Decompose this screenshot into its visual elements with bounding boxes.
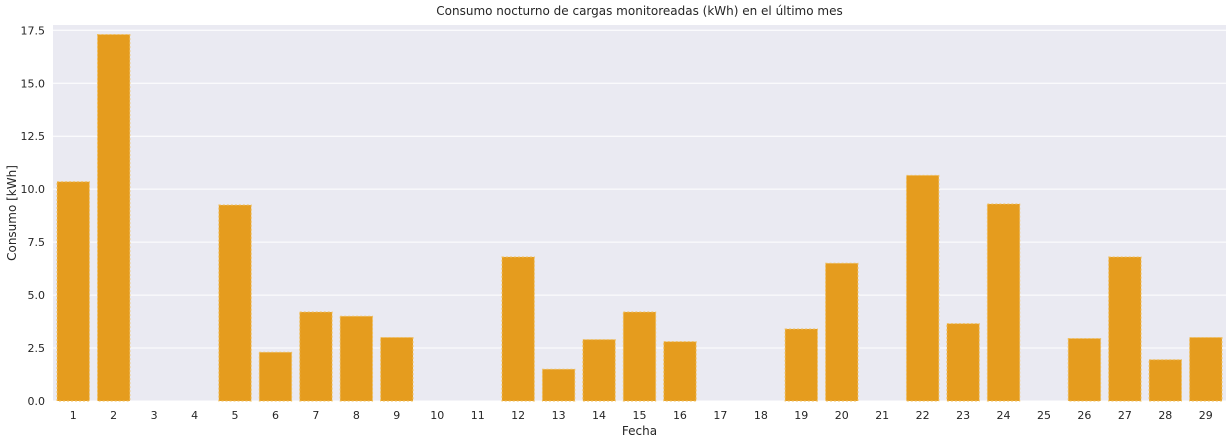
x-tick-label: 26	[1077, 409, 1091, 422]
bar-19	[784, 328, 818, 402]
bar-12	[501, 256, 535, 402]
x-tick-label: 24	[997, 409, 1011, 422]
y-tick-label: 12.5	[21, 130, 46, 143]
bars	[56, 34, 1223, 402]
bar-22	[905, 174, 940, 402]
bar-1	[56, 181, 90, 402]
y-tick-label: 10.0	[21, 183, 46, 196]
x-tick-label: 20	[835, 409, 849, 422]
x-tick-label: 1	[70, 409, 77, 422]
y-tick-label: 5.0	[28, 289, 46, 302]
x-axis-ticks: 1 2 3 4 5 6 7 8 9 10 11 12 13 14 15 16 17 18 19 20 21 22 23 24 2…	[70, 409, 1213, 422]
bar-16	[663, 341, 697, 402]
bar-23	[946, 323, 980, 402]
bar-14	[582, 339, 616, 402]
bar-13	[541, 368, 576, 402]
x-tick-label: 18	[754, 409, 768, 422]
x-tick-label: 12	[511, 409, 525, 422]
x-tick-label: 22	[916, 409, 930, 422]
y-axis-ticks: 0.0 2.5 5.0 7.5 10.0 12.5 15.0 17.5	[21, 24, 46, 408]
bar-5	[218, 204, 252, 402]
x-tick-label: 3	[151, 409, 158, 422]
x-tick-label: 15	[633, 409, 647, 422]
x-axis-label: Fecha	[622, 424, 657, 438]
x-tick-label: 9	[393, 409, 400, 422]
x-tick-label: 14	[592, 409, 606, 422]
bar-15	[622, 311, 657, 402]
x-tick-label: 29	[1199, 409, 1213, 422]
x-tick-label: 10	[430, 409, 444, 422]
x-tick-label: 16	[673, 409, 687, 422]
x-tick-label: 21	[875, 409, 889, 422]
bar-28	[1148, 359, 1183, 402]
x-tick-label: 28	[1158, 409, 1172, 422]
bar-7	[299, 311, 333, 402]
x-tick-label: 2	[110, 409, 117, 422]
x-tick-label: 8	[353, 409, 360, 422]
x-tick-label: 6	[272, 409, 279, 422]
x-tick-label: 17	[713, 409, 727, 422]
x-tick-label: 7	[312, 409, 319, 422]
bar-29	[1189, 336, 1223, 402]
bar-9	[380, 336, 414, 402]
bar-2	[96, 34, 131, 402]
x-tick-label: 25	[1037, 409, 1051, 422]
x-tick-label: 23	[956, 409, 970, 422]
x-tick-label: 13	[552, 409, 566, 422]
bar-24	[986, 203, 1021, 402]
bar-8	[339, 315, 374, 402]
y-tick-label: 15.0	[21, 77, 46, 90]
y-tick-label: 7.5	[28, 236, 46, 249]
y-tick-label: 2.5	[28, 342, 46, 355]
x-tick-label: 27	[1118, 409, 1132, 422]
x-tick-label: 4	[191, 409, 198, 422]
chart-title: Consumo nocturno de cargas monitoreadas …	[436, 4, 842, 18]
bar-20	[825, 262, 859, 402]
y-tick-label: 17.5	[21, 24, 46, 37]
bar-6	[258, 351, 293, 402]
bar-26	[1067, 338, 1102, 402]
y-tick-label: 0.0	[28, 395, 46, 408]
x-tick-label: 5	[232, 409, 239, 422]
bar-27	[1108, 256, 1142, 402]
x-tick-label: 11	[471, 409, 485, 422]
y-axis-label: Consumo [kWh]	[5, 165, 19, 261]
x-tick-label: 19	[794, 409, 808, 422]
